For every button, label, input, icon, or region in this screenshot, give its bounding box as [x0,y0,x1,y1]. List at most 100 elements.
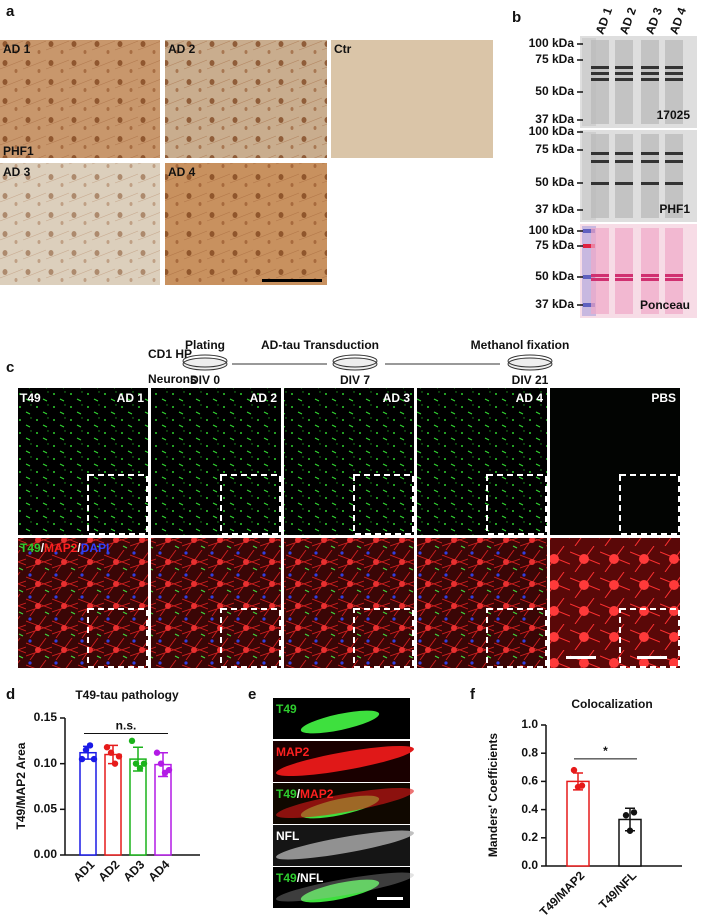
inset-box [486,608,547,668]
fluorescence-image [417,388,547,535]
size-marker: 100 kDa [529,124,575,138]
y-tick-label: 0.00 [34,847,58,861]
band [641,160,659,163]
row-label: T49 [20,391,41,405]
data-point [622,812,630,819]
significance-label: n.s. [116,719,137,733]
label-part: / [77,541,81,555]
bar [104,753,122,856]
y-axis-label: T49/MAP2 Area [14,742,28,829]
band [665,152,683,155]
fluorescence-image [550,388,680,535]
band [615,274,633,277]
label-part: T49 [276,871,297,885]
band [641,278,659,281]
dish [182,357,228,371]
ladder-band [583,244,595,248]
column-label: AD 4 [516,391,544,405]
lane-label: AD 2 [617,5,640,36]
tau-inclusion [300,710,380,734]
lane-smear [665,40,683,124]
band [665,182,683,185]
fluorescence-image [284,388,414,535]
blot-label: PHF1 [659,202,690,216]
micrograph [331,40,493,158]
micrograph-texture [165,40,327,158]
tile-label: AD 1 [3,42,31,56]
band [591,72,609,75]
data-point [157,760,165,767]
dish [332,357,378,371]
data-point [86,742,94,749]
data-point [103,744,111,751]
neurite [276,830,414,860]
scale-bar [637,656,667,659]
panel-label: d [6,686,15,703]
lane-smear [615,134,633,218]
significance-label: * [603,744,608,758]
label-part: / [297,871,301,885]
lane-smear [591,40,609,124]
label-part: T49 [276,787,297,801]
x-tick-label: AD3 [120,857,147,884]
y-tick-label: 0.4 [521,802,538,816]
fluorescence-image [18,538,148,668]
chart-title: T49-tau pathology [75,688,179,702]
size-marker: 50 kDa [535,175,574,189]
data-point [153,749,161,756]
step-name: Plating [185,338,225,352]
column-label: AD 3 [383,391,411,405]
chart-title: Colocalization [571,697,652,711]
dish-rim [182,354,228,368]
lane-smear [591,134,609,218]
step-day: DIV 7 [340,373,370,387]
lane-label: AD 1 [593,5,616,36]
lane-label: AD 3 [643,5,666,36]
strip-label: NFL [276,829,299,843]
label-part: / [297,787,301,801]
dish [507,357,553,371]
y-tick-label: 0.2 [521,830,538,844]
label-part: NFL [276,829,299,843]
band [641,182,659,185]
data-point [570,766,578,774]
band [665,78,683,81]
band [615,182,633,185]
scale-bar [377,897,403,900]
bar [129,758,147,856]
data-point [626,827,634,834]
row-label: T49/MAP2/DAPI [20,541,109,555]
inset-box [220,608,281,668]
data-point [128,737,136,745]
ladder-band [583,303,595,307]
size-marker: 75 kDa [535,238,574,252]
bar [79,751,97,856]
x-tick-label: T49/NFL [596,868,639,911]
size-marker: 37 kDa [535,202,574,216]
step-day: DIV 0 [190,373,220,387]
band [591,152,609,155]
lane-smear [641,134,659,218]
strip-label: T49/NFL [276,871,323,885]
tile-label: AD 2 [168,42,196,56]
panel-label: b [512,9,521,26]
tile-label: AD 3 [3,165,31,179]
size-marker: 50 kDa [535,84,574,98]
data-point [140,760,148,767]
fluorescence-image [151,388,281,535]
band [641,72,659,75]
micrograph-texture [0,163,160,285]
strip-label: MAP2 [276,745,310,759]
bar [566,780,590,867]
label-part: T49 [276,702,297,716]
data-point [82,746,90,754]
label-part: NFL [300,871,323,885]
data-point [132,760,140,767]
lane-smear [615,40,633,124]
band [615,78,633,81]
inset-box [353,608,414,668]
label-part: / [41,541,45,555]
data-point [111,760,119,767]
panel-label: e [248,686,256,703]
lane-smear [591,228,609,314]
